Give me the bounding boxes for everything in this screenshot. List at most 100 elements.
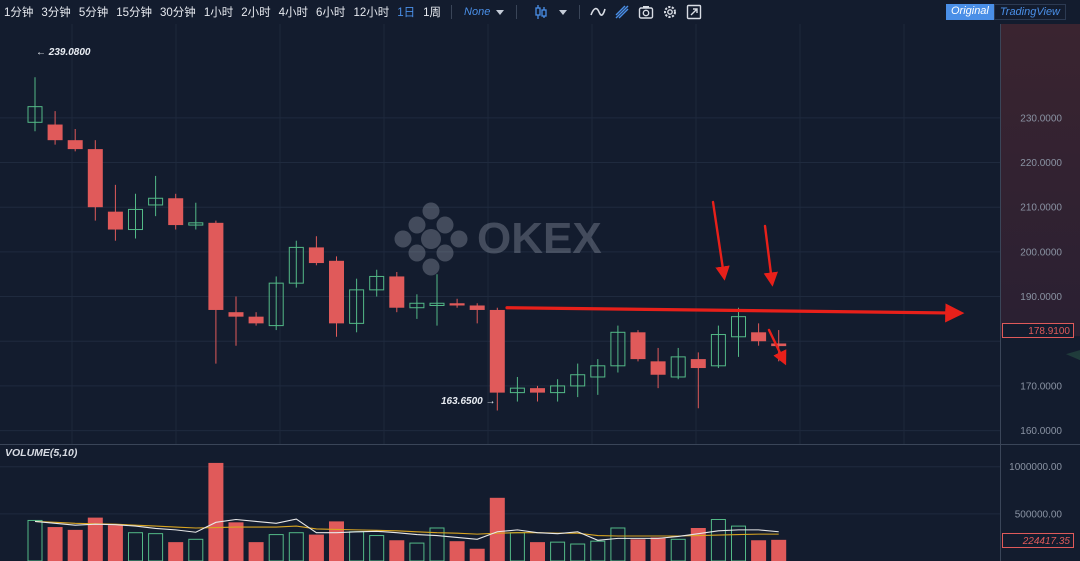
ma5-line [34, 518, 779, 541]
price-tick-label: 220.0000 [1020, 158, 1062, 169]
timeframe-10[interactable]: 1日 [397, 7, 416, 19]
volume-bar [570, 543, 586, 561]
volume-bar [228, 522, 244, 561]
candle-body [188, 222, 204, 226]
draw-icon[interactable] [612, 2, 632, 22]
candle-body [509, 387, 525, 394]
timeframe-6[interactable]: 2小时 [241, 7, 271, 19]
candle-type-select[interactable] [523, 2, 573, 22]
candle-body [489, 309, 505, 393]
indicator-select[interactable]: None [458, 6, 510, 18]
volume-bar [349, 531, 365, 561]
volume-ma-lines [34, 518, 779, 541]
candles [27, 77, 787, 411]
candle-body [469, 305, 485, 310]
volume-bar [710, 519, 726, 561]
volume-bar [509, 532, 525, 561]
chart-toolbar: 1分钟 3分钟 5分钟 15分钟 30分钟 1小时 2小时 4小时 6小时 12小时 1日 1周 No… [0, 0, 1080, 24]
volume-bars [27, 462, 787, 561]
fullscreen-icon[interactable] [684, 2, 704, 22]
price-tick-label: 170.0000 [1020, 381, 1062, 392]
volume-bar [389, 540, 405, 561]
low-arrow-icon: → [482, 396, 496, 407]
indicator-select-label: None [464, 6, 491, 18]
camera-icon[interactable] [636, 2, 656, 22]
candlestick-chart[interactable]: OKEX 230.0000 220.0000 210.0000 200.0000 190… [0, 24, 1080, 561]
candle-body [228, 312, 244, 317]
candle-body [148, 197, 164, 206]
price-axis: 230.0000 220.0000 210.0000 200.0000 190.0000… [1009, 113, 1062, 520]
volume-bar [67, 529, 83, 561]
candle-body [168, 198, 184, 226]
high-annotation: ← 239.0800 [36, 47, 91, 58]
depth-asks [1001, 24, 1080, 337]
candle-body [751, 332, 767, 342]
current-price-label: 178.9100 [1002, 323, 1074, 338]
price-tick-label: 200.0000 [1020, 247, 1062, 258]
line-icon[interactable] [588, 2, 608, 22]
volume-bar [670, 538, 686, 561]
volume-bar [107, 525, 123, 561]
depth-bids [1066, 350, 1080, 444]
candle-body [67, 140, 83, 150]
volume-bar [248, 542, 264, 561]
candle-body [429, 302, 445, 306]
candle-body [670, 356, 686, 378]
volume-bar [690, 527, 706, 561]
price-tick-label: 160.0000 [1020, 426, 1062, 437]
timeframe-1[interactable]: 3分钟 [41, 7, 71, 19]
timeframe-4[interactable]: 30分钟 [160, 7, 196, 19]
current-volume-label: 224417.35 [1002, 533, 1074, 548]
volume-bar [771, 539, 787, 561]
volume-bar [87, 517, 103, 561]
candle-body [369, 275, 385, 291]
candle-body [710, 334, 726, 367]
volume-bar [590, 540, 606, 561]
candle-body [610, 331, 626, 367]
timeframe-9[interactable]: 12小时 [353, 7, 390, 19]
volume-bar [128, 532, 143, 561]
ma10-line [34, 520, 779, 537]
volume-bar [27, 519, 43, 561]
toolbar-divider [451, 5, 453, 19]
volume-bar [751, 540, 767, 561]
view-original-button[interactable]: Original [945, 4, 994, 20]
timeframe-3[interactable]: 15分钟 [116, 7, 153, 19]
candle-body [208, 222, 224, 310]
volume-bar [409, 542, 425, 561]
price-tick-label: 210.0000 [1020, 203, 1062, 214]
timeframe-11[interactable]: 1周 [423, 7, 442, 19]
candle-body [248, 316, 264, 324]
volume-bar [610, 527, 626, 561]
watermark-text: OKEX [477, 214, 602, 263]
candle-body [87, 149, 103, 208]
candle-body [650, 361, 666, 375]
timeframe-group: 1分钟 3分钟 5分钟 15分钟 30分钟 1小时 2小时 4小时 6小时 12小时 1日 1周 [0, 4, 445, 20]
candle-body [530, 388, 545, 393]
volume-bar [268, 534, 284, 561]
timeframe-5[interactable]: 1小时 [203, 7, 234, 19]
low-annotation: 163.6500 → [441, 396, 496, 407]
candle-body [590, 365, 606, 378]
high-annotation-value: 239.0800 [48, 47, 91, 58]
timeframe-7[interactable]: 4小时 [278, 7, 309, 19]
resistance-arrow [505, 303, 965, 323]
volume-bar [469, 548, 485, 561]
candle-body [570, 374, 586, 387]
grid-lines [0, 24, 1080, 561]
volume-bar [489, 497, 505, 561]
volume-bar [449, 541, 465, 561]
volume-bar [530, 542, 545, 561]
volume-bar [208, 462, 224, 561]
candle-body [449, 303, 465, 306]
gear-icon[interactable] [660, 2, 680, 22]
volume-bar [550, 541, 566, 561]
volume-tick-label: 1000000.00 [1009, 462, 1062, 473]
volume-bar [630, 539, 646, 561]
candle-type-icon [531, 2, 551, 22]
view-tradingview-button[interactable]: TradingView [993, 4, 1066, 20]
timeframe-8[interactable]: 6小时 [316, 7, 346, 19]
timeframe-0[interactable]: 1分钟 [4, 7, 34, 19]
timeframe-2[interactable]: 5分钟 [78, 7, 109, 19]
candle-body [349, 289, 365, 324]
